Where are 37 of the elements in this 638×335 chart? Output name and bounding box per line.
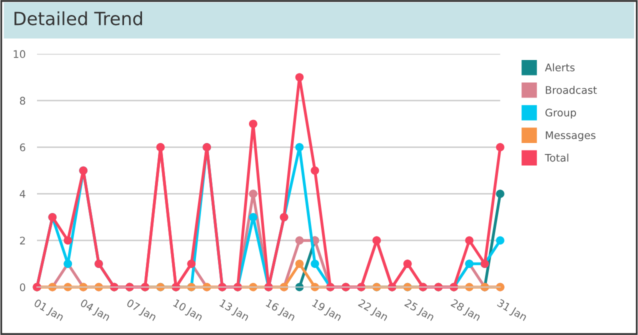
legend-label: Total xyxy=(544,154,568,162)
x-tick-label: 19 Jan xyxy=(310,298,342,323)
x-tick-label: 04 Jan xyxy=(78,298,111,323)
x-tick-label: 10 Jan xyxy=(172,298,204,323)
point xyxy=(295,236,304,245)
chart-title: Detailed Trend xyxy=(14,11,142,26)
x-tick-label: 01 Jan xyxy=(32,298,64,323)
y-tick-label: 2 xyxy=(20,236,25,244)
point xyxy=(295,73,304,82)
point xyxy=(248,120,258,128)
point xyxy=(496,190,504,198)
point xyxy=(64,236,72,245)
point xyxy=(310,260,320,268)
point xyxy=(496,236,504,245)
y-tick-label: 8 xyxy=(20,96,26,105)
y-tick-label: 4 xyxy=(20,190,26,198)
legend-label: Broadcast xyxy=(546,86,597,94)
point xyxy=(248,212,258,222)
point xyxy=(310,166,320,175)
x-tick-label: 28 Jan xyxy=(450,298,482,323)
y-tick-label: 10 xyxy=(14,50,26,58)
x-tick-label: 13 Jan xyxy=(218,298,250,323)
x-tick-label: 07 Jan xyxy=(125,298,158,323)
legend-label: Group xyxy=(545,108,576,119)
x-tick-label: 31 Jan xyxy=(496,298,528,323)
point xyxy=(295,260,304,268)
legend-label: Messages xyxy=(546,131,596,142)
y-tick-label: 0 xyxy=(20,283,26,292)
legend-label: Alerts xyxy=(544,63,575,72)
point xyxy=(465,236,474,245)
x-tick-label: 25 Jan xyxy=(403,298,435,323)
point xyxy=(248,190,258,198)
x-tick-label: 16 Jan xyxy=(264,298,296,323)
x-tick-label: 22 Jan xyxy=(356,298,389,323)
point xyxy=(496,143,504,152)
y-tick-label: 6 xyxy=(20,143,26,152)
point xyxy=(295,143,304,152)
